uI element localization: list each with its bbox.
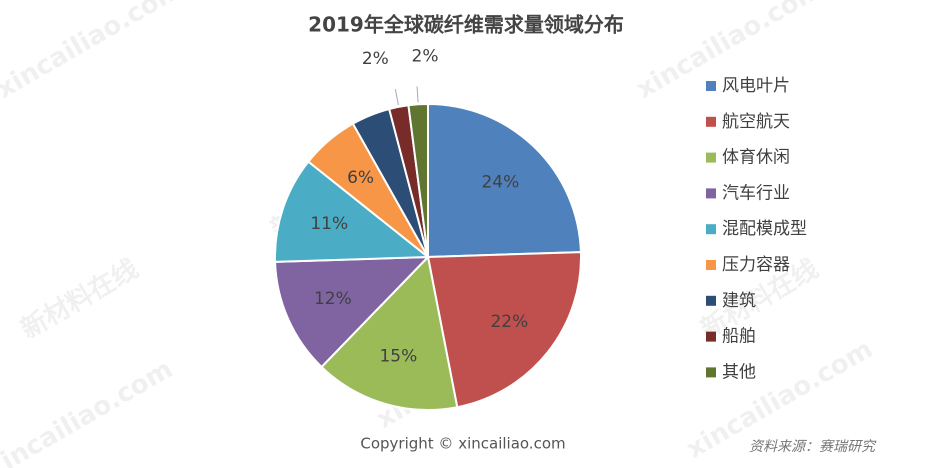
legend-label: 建筑 bbox=[722, 291, 756, 311]
pie-slice bbox=[426, 251, 582, 409]
legend-swatch bbox=[706, 152, 716, 163]
copyright: Copyright © xincailiao.com bbox=[360, 435, 565, 453]
data-label: 22% bbox=[490, 312, 528, 332]
legend-label: 船舶 bbox=[722, 327, 756, 347]
legend-swatch bbox=[706, 116, 716, 127]
legend-label: 其他 bbox=[722, 362, 756, 382]
watermark: xincailiao.com bbox=[0, 354, 178, 468]
chart-title: 2019年全球碳纤维需求量领域分布 bbox=[308, 13, 624, 37]
data-label: 24% bbox=[481, 172, 519, 192]
data-label: 11% bbox=[310, 214, 348, 234]
data-label: 2% bbox=[412, 46, 439, 66]
watermark: 新材料在线 bbox=[15, 253, 143, 345]
legend-label: 航空航天 bbox=[722, 112, 790, 132]
pie-slice bbox=[274, 160, 431, 263]
legend-swatch bbox=[706, 224, 716, 235]
pie-slice bbox=[274, 255, 431, 369]
pie-slice bbox=[427, 102, 582, 259]
legend-swatch bbox=[706, 81, 716, 91]
legend-swatch bbox=[706, 260, 716, 270]
legend-swatch bbox=[706, 331, 716, 342]
source-note: 资料来源：赛瑞研究 bbox=[749, 439, 877, 455]
legend-label: 风电叶片 bbox=[722, 76, 790, 96]
legend-swatch bbox=[706, 188, 716, 199]
data-label: 15% bbox=[379, 347, 417, 367]
pie-slice bbox=[320, 254, 459, 411]
legend-label: 混配模成型 bbox=[722, 219, 807, 239]
data-label: 6% bbox=[347, 168, 374, 188]
legend-label: 体育休闲 bbox=[722, 148, 790, 168]
legend-swatch bbox=[706, 295, 716, 306]
legend-label: 汽车行业 bbox=[722, 183, 790, 203]
leader-line bbox=[394, 89, 399, 105]
legend-swatch bbox=[706, 367, 716, 378]
data-label: 12% bbox=[314, 289, 352, 309]
legend-label: 压力容器 bbox=[722, 255, 790, 275]
watermark: xincailiao.com bbox=[0, 0, 188, 105]
data-label: 2% bbox=[362, 49, 389, 69]
leader-line bbox=[416, 86, 419, 103]
pie-slice bbox=[407, 102, 429, 258]
